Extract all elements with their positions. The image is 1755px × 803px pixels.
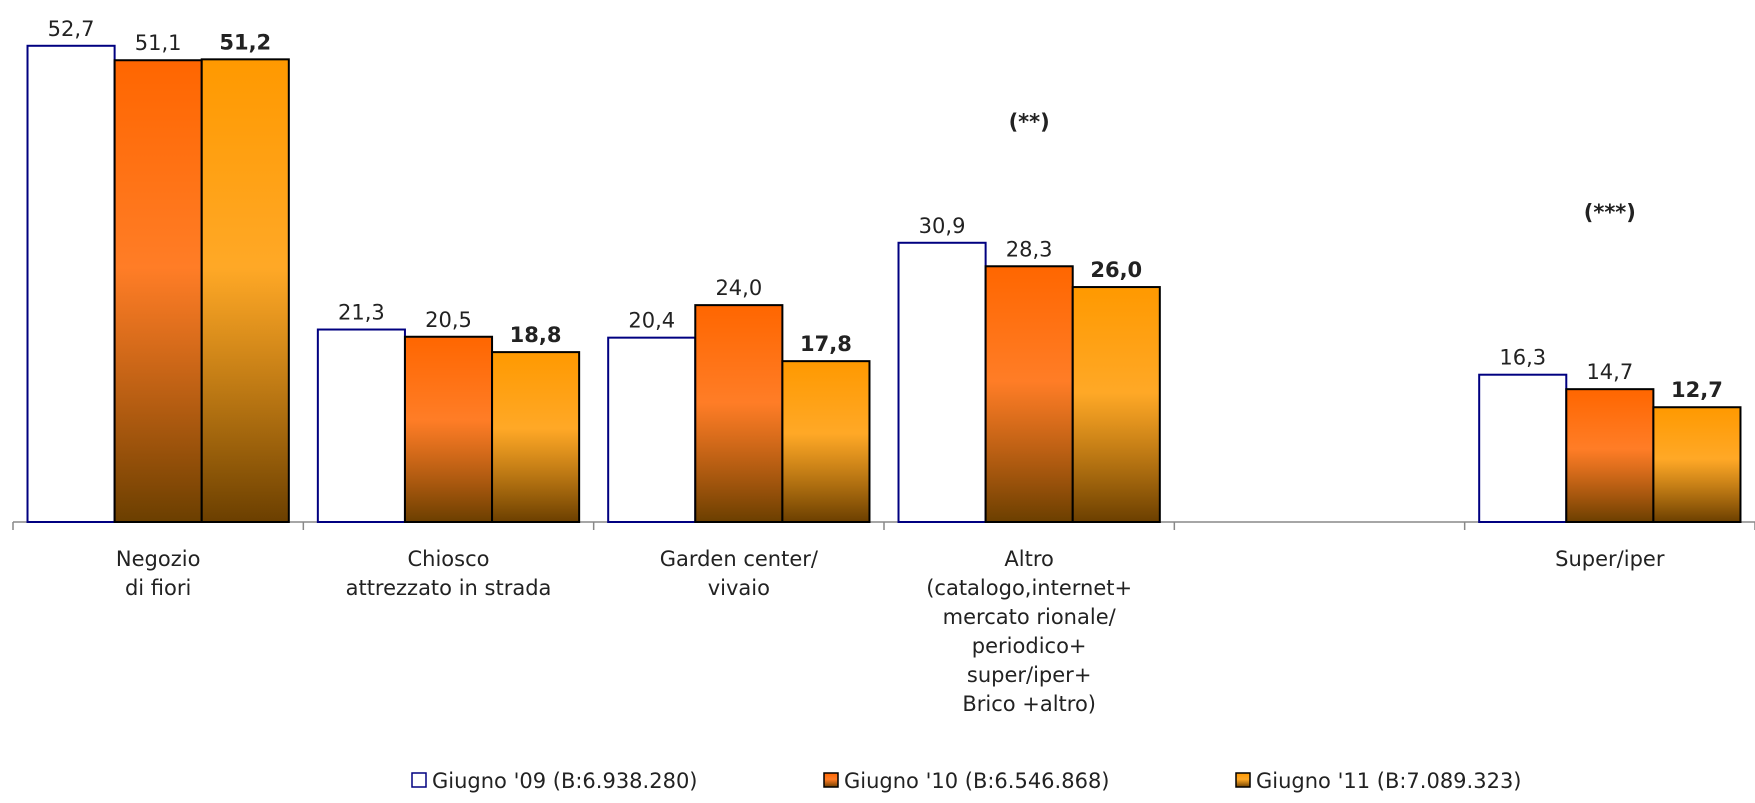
x-tick-label: Super/iper [1555,547,1665,571]
value-label: 17,8 [800,332,852,356]
x-tick-label: Chiosco attrezzato in strada [346,547,552,600]
bar [200,58,290,523]
x-tick-label: Garden center/vivaio [660,547,819,600]
value-label: 51,2 [219,30,271,54]
bar [316,328,406,523]
value-label: 52,7 [48,17,95,41]
bar [897,241,987,523]
bar [403,335,494,523]
bar [984,265,1074,523]
value-label: 18,8 [510,323,562,347]
x-tick-label: Altro (catalogo,internet+ mercato rionale/… [926,547,1132,716]
value-label: 26,0 [1090,258,1142,282]
bar [1478,373,1568,523]
bar [26,44,116,524]
legend-label: Giugno '11 (B:7.089.323) [1256,769,1522,793]
value-label: 16,3 [1499,346,1546,370]
legend-swatch [1235,772,1251,788]
value-label: 14,7 [1586,360,1633,384]
value-label: 51,1 [135,31,182,55]
bar [491,351,581,523]
bar [1652,406,1742,524]
legend-swatch [823,772,839,788]
legend-label: Giugno '10 (B:6.546.868) [844,769,1110,793]
bar [607,336,697,523]
bar [694,304,784,523]
annotation: (***) [1584,200,1636,224]
annotation: (**) [1009,110,1050,134]
value-label: 24,0 [715,276,762,300]
bar [1565,388,1655,524]
value-label: 20,4 [628,309,675,333]
legend-label: Giugno '09 (B:6.938.280) [432,769,698,793]
legend-swatch [411,772,427,788]
value-label: 21,3 [338,301,385,325]
value-label: 28,3 [1006,237,1053,261]
value-label: 12,7 [1671,378,1723,402]
bar [113,59,203,523]
value-label: 20,5 [425,308,472,332]
bar [1071,286,1161,523]
bar [781,360,871,524]
x-tick-label: Negozio di fiori [116,547,201,600]
value-label: 30,9 [919,214,966,238]
